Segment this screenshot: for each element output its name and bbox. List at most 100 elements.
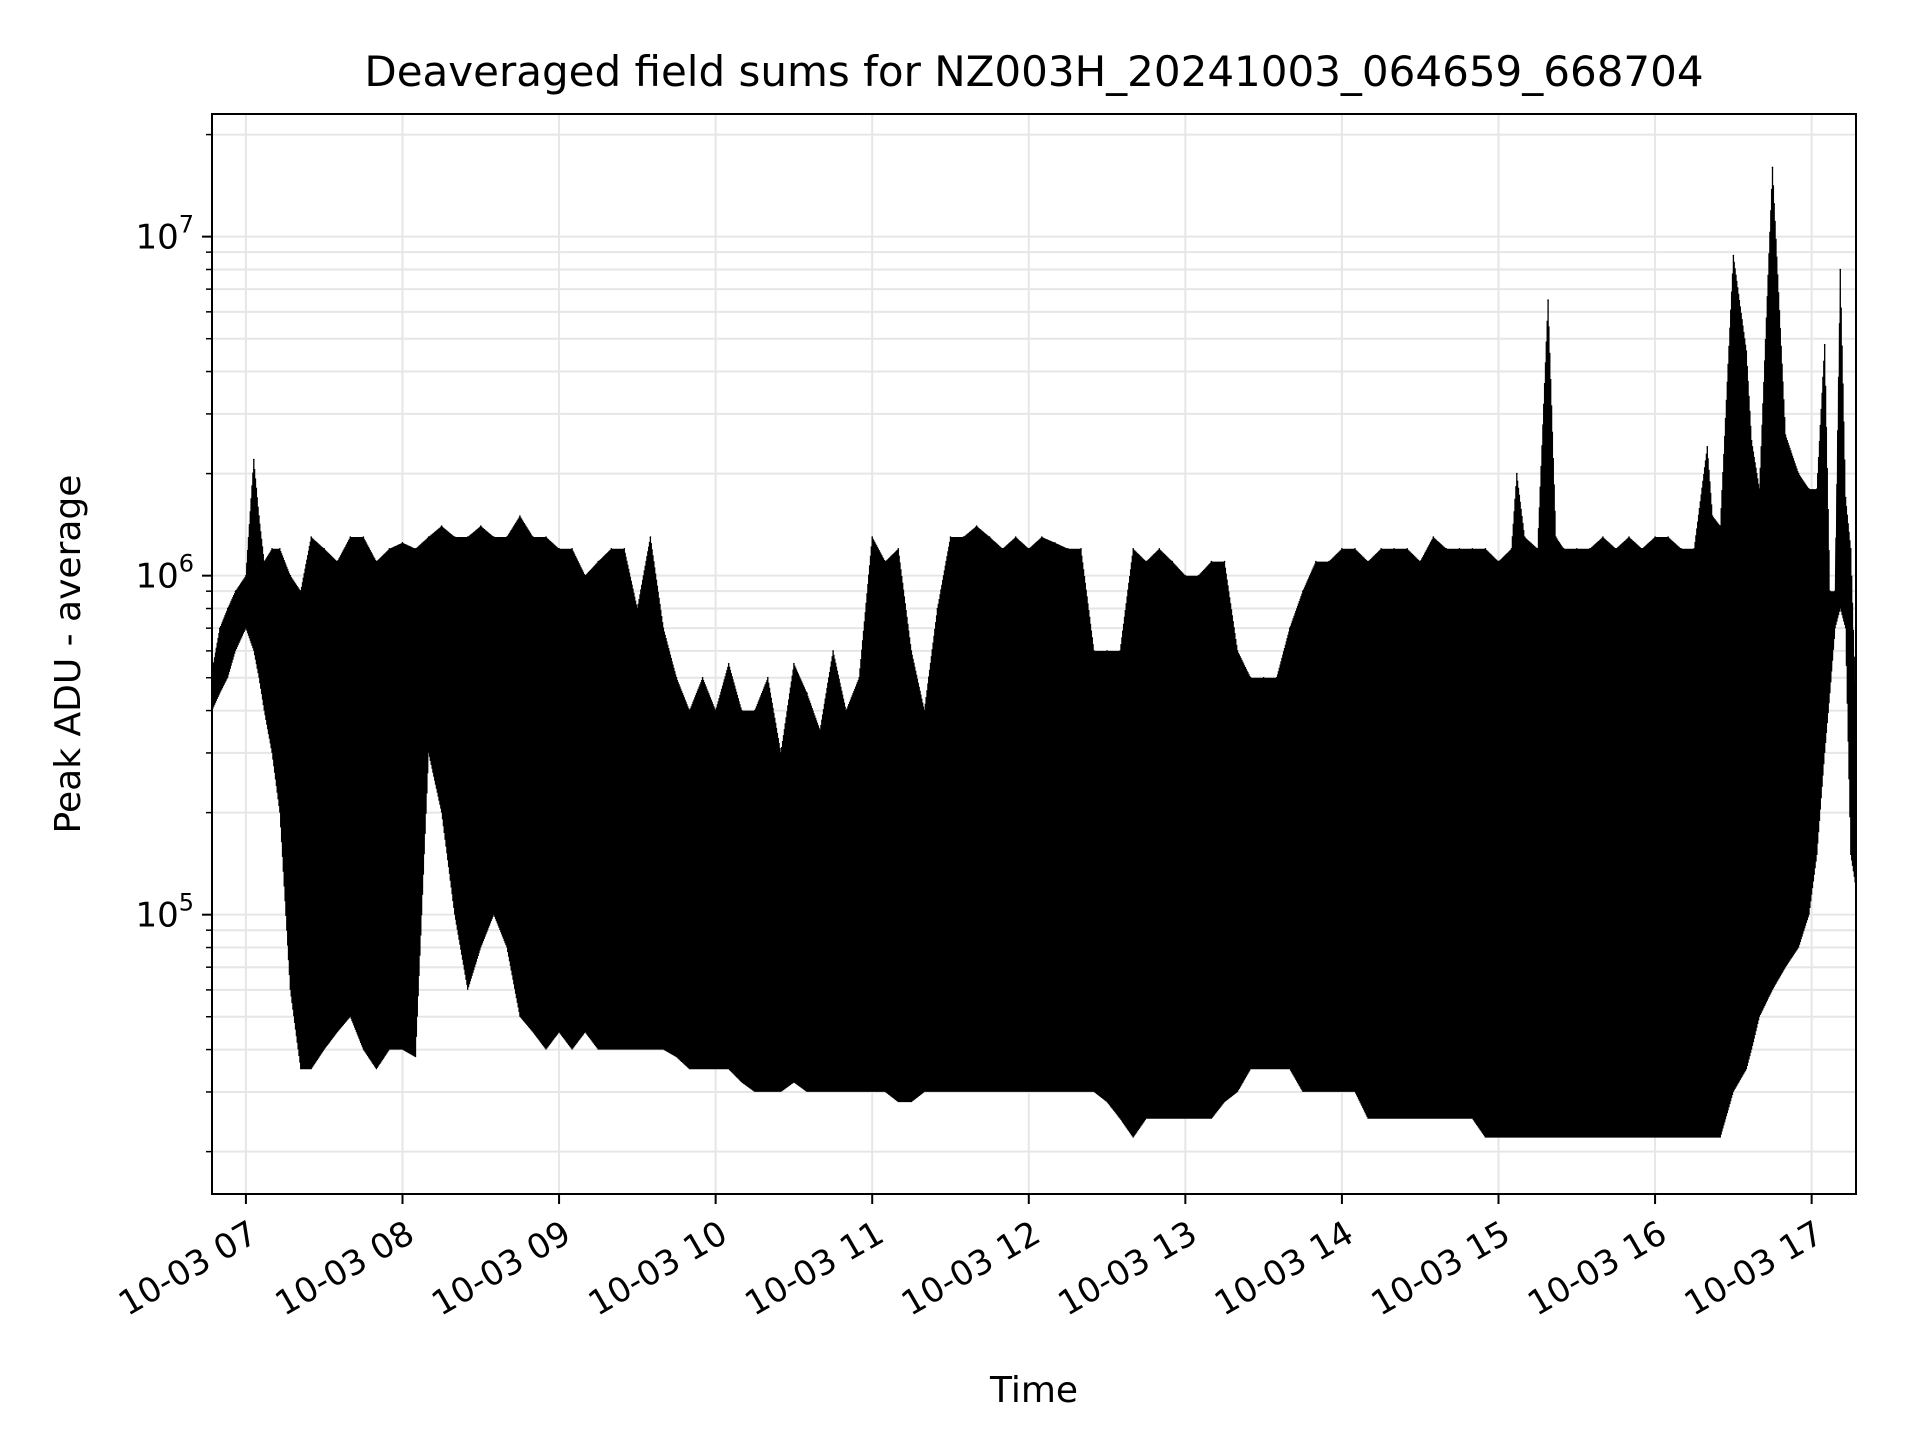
data-point <box>1054 542 1056 544</box>
data-point <box>636 607 639 610</box>
x-tick-label: 10-03 11 <box>738 1213 890 1324</box>
data-point <box>845 709 847 712</box>
data-point <box>714 709 717 712</box>
data-point <box>1628 536 1630 538</box>
data-point <box>336 560 339 563</box>
y-axis: 105 106 107 <box>135 133 212 1153</box>
x-axis-label: Time <box>989 1370 1078 1411</box>
data-point <box>453 536 456 538</box>
data-point <box>234 590 237 592</box>
data-point <box>1555 536 1557 538</box>
data-point <box>1816 488 1818 490</box>
data-point <box>1745 350 1748 352</box>
data-point <box>1380 548 1382 550</box>
data-point <box>1184 574 1187 577</box>
data-point <box>1680 548 1682 550</box>
data-point <box>936 607 939 610</box>
data-point <box>558 548 560 550</box>
data-point <box>1589 548 1591 550</box>
data-point <box>1171 560 1174 563</box>
data-point <box>649 536 652 538</box>
data-point <box>258 515 260 517</box>
data-point <box>375 560 378 563</box>
data-point <box>1771 166 1774 169</box>
plot-area <box>211 113 1857 1195</box>
data-point <box>1536 548 1539 550</box>
data-point <box>401 542 404 544</box>
x-tick-label: 10-03 16 <box>1521 1213 1673 1324</box>
data-point <box>1041 536 1043 538</box>
data-point <box>1562 548 1565 550</box>
data-point <box>1784 434 1787 436</box>
data-point <box>532 536 534 538</box>
data-point <box>1275 676 1278 679</box>
data-point <box>1067 548 1069 550</box>
data-point <box>1458 548 1461 550</box>
data-point <box>289 574 292 577</box>
data-point <box>740 709 743 712</box>
data-point <box>767 676 769 679</box>
data-point <box>701 676 704 679</box>
data-point <box>923 709 926 712</box>
data-point <box>1210 560 1213 563</box>
x-tick-label: 10-03 07 <box>112 1213 264 1324</box>
x-axis: 10-03 07 10-03 08 10-03 09 10-03 10 10-03 11… <box>112 1194 1830 1324</box>
data-point <box>662 627 665 629</box>
data-point <box>1406 548 1408 550</box>
data-point <box>1419 560 1421 563</box>
data-point <box>1693 548 1695 550</box>
data-point <box>493 536 495 538</box>
data-point <box>440 525 443 527</box>
data-point <box>1328 560 1330 563</box>
data-point <box>1750 439 1753 442</box>
data-point <box>1028 548 1030 550</box>
data-point <box>727 662 730 665</box>
data-point <box>299 590 302 592</box>
chart-title: Deaveraged field sums for NZ003H_2024100… <box>364 47 1703 96</box>
data-point <box>480 525 482 527</box>
data-point <box>362 536 365 538</box>
data-point <box>897 548 900 550</box>
x-tick-label: 10-03 10 <box>582 1213 734 1324</box>
data-point <box>1654 536 1656 538</box>
x-tick-label: 10-03 09 <box>425 1213 577 1324</box>
data-point <box>245 574 247 577</box>
series-0 <box>211 166 1857 1138</box>
data-point <box>427 536 430 538</box>
data-point <box>884 560 887 563</box>
data-point <box>1834 590 1836 592</box>
data-point <box>1223 560 1226 563</box>
data-point <box>1732 254 1735 257</box>
data-point <box>1262 676 1265 679</box>
data-point <box>1516 472 1518 475</box>
data-point <box>1341 548 1343 550</box>
data-point <box>1367 560 1369 563</box>
data-point <box>793 662 795 665</box>
data-point <box>780 752 782 754</box>
x-tick-label: 10-03 08 <box>269 1213 421 1324</box>
x-tick-label: 10-03 14 <box>1208 1213 1360 1324</box>
data-point <box>253 458 255 461</box>
x-tick-label: 10-03 17 <box>1678 1213 1830 1324</box>
data-point <box>519 515 521 517</box>
x-tick-label: 10-03 12 <box>895 1213 1047 1324</box>
x-tick-label: 10-03 13 <box>1051 1213 1203 1324</box>
data-point <box>988 536 991 538</box>
data-point <box>1484 548 1487 550</box>
data-point <box>388 548 391 550</box>
data-point <box>949 536 952 538</box>
data-point <box>545 536 547 538</box>
data-point <box>1844 496 1847 499</box>
data-point <box>962 536 965 538</box>
data-point <box>263 560 266 563</box>
data-point <box>675 676 678 679</box>
data-point <box>1706 446 1709 448</box>
data-point <box>219 627 221 629</box>
data-point <box>806 692 808 694</box>
data-point <box>1829 590 1831 592</box>
series-layer <box>211 166 1857 1138</box>
data-point <box>1547 299 1549 301</box>
data-point <box>1197 574 1200 577</box>
data-point <box>1471 548 1474 550</box>
